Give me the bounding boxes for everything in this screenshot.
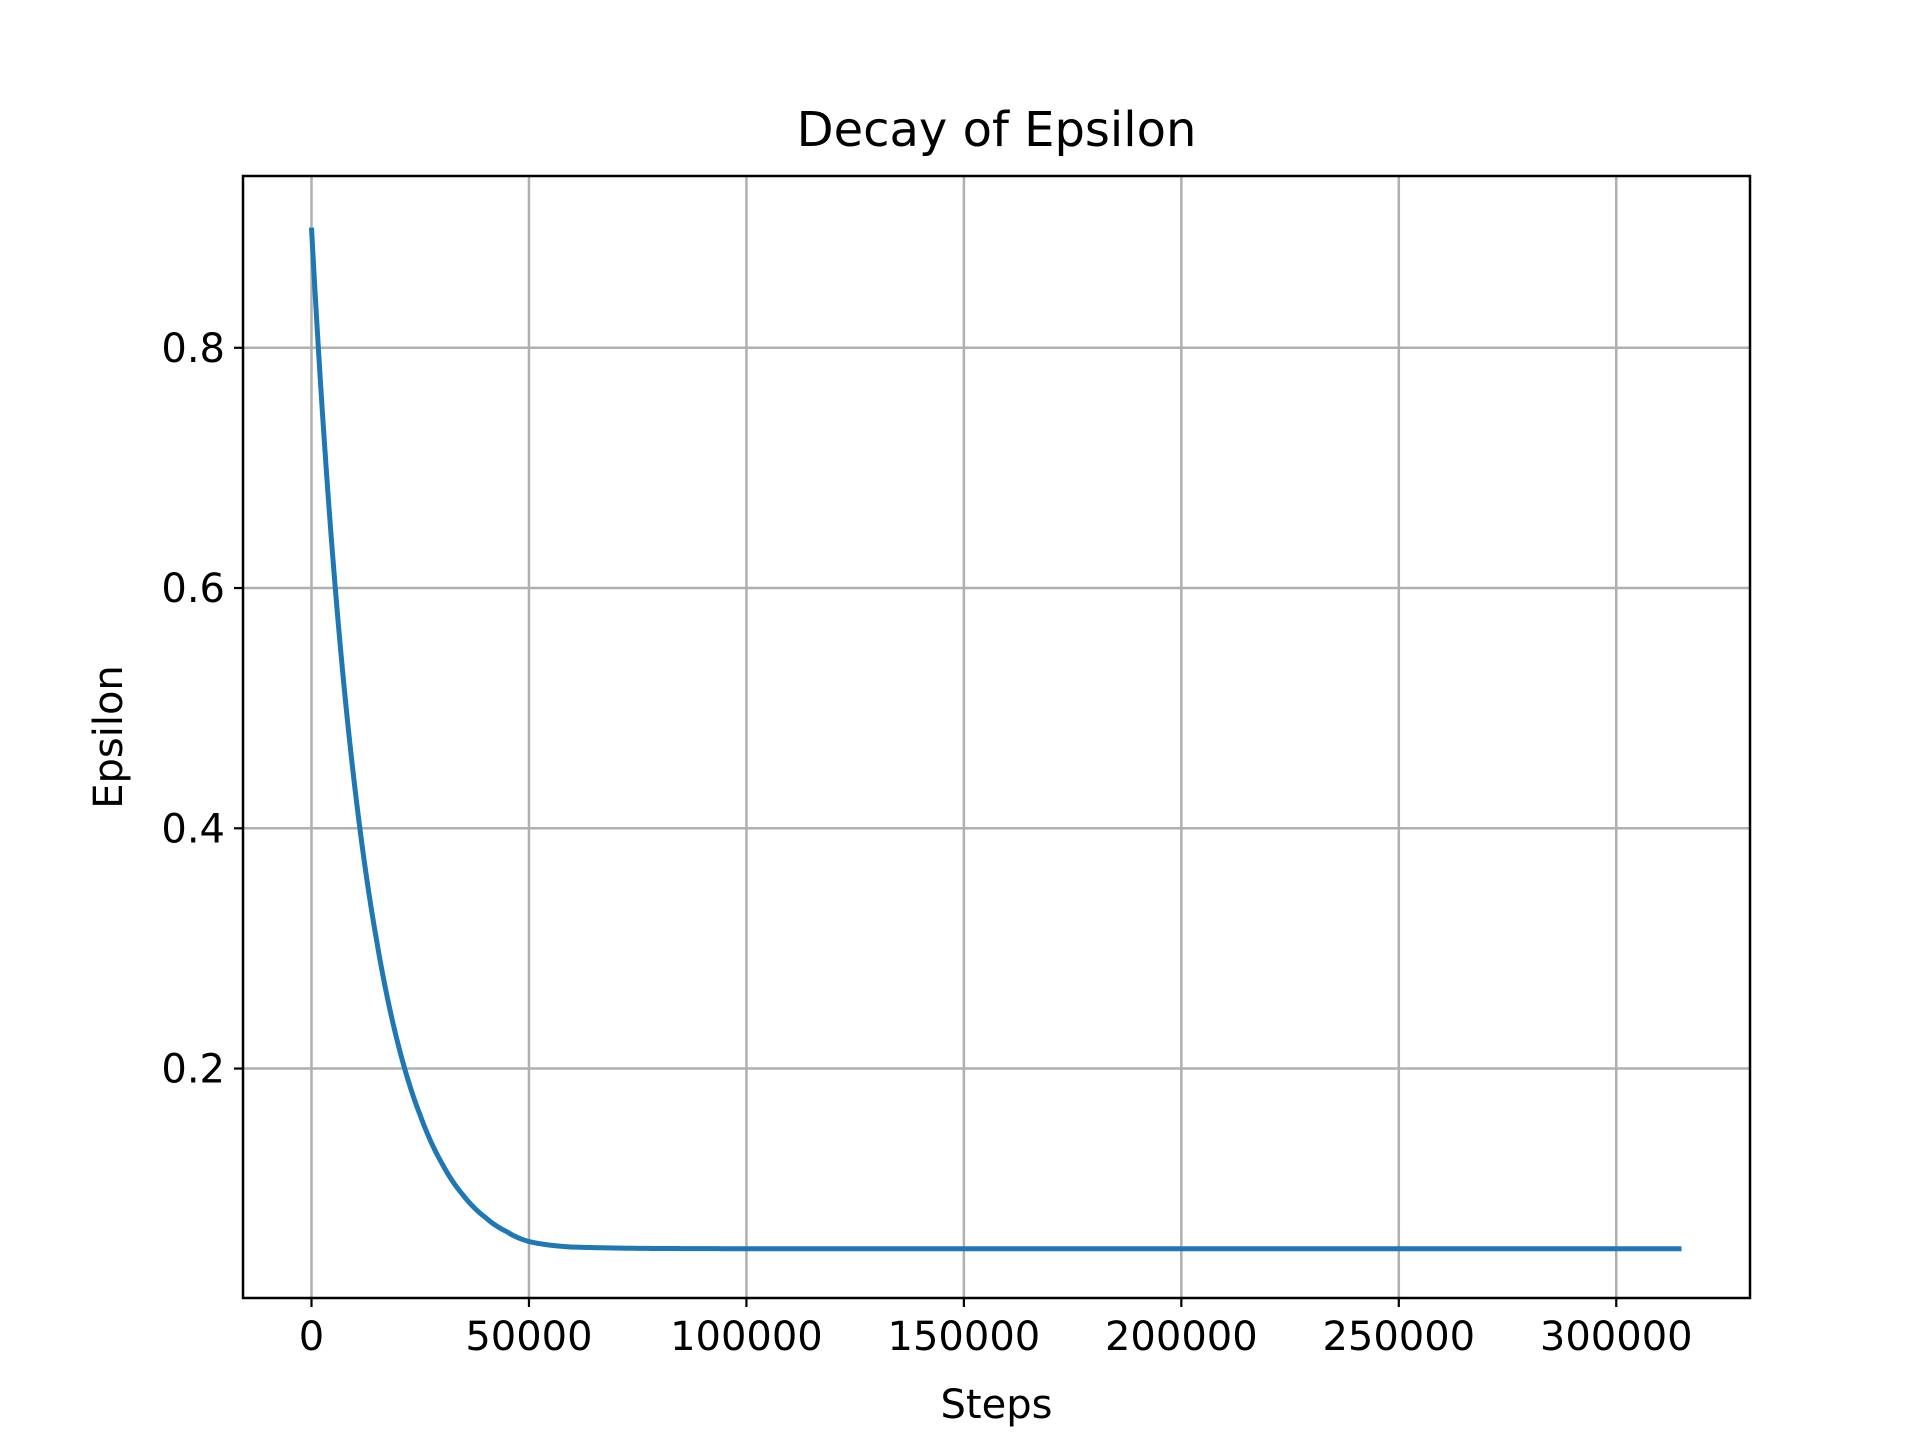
x-tick-label: 200000 <box>1105 1314 1258 1360</box>
y-tick-label: 0.2 <box>161 1047 225 1093</box>
x-axis-label: Steps <box>941 1382 1053 1428</box>
grid-lines <box>243 176 1750 1298</box>
plot-frame <box>241 174 1752 1300</box>
y-tick-label: 0.8 <box>161 326 225 372</box>
y-tick-label: 0.4 <box>161 806 225 852</box>
x-tick-label: 0 <box>299 1314 324 1360</box>
x-tick-label: 50000 <box>465 1314 592 1360</box>
y-axis-label: Epsilon <box>86 665 132 809</box>
series-layer <box>309 227 1682 1252</box>
chart-title: Decay of Epsilon <box>797 102 1197 158</box>
axis-ticks: 0 50000 100000 150000 200000 250000 300000 0.2 0… <box>161 326 1692 1360</box>
x-tick-label: 250000 <box>1322 1314 1475 1360</box>
x-tick-label: 100000 <box>670 1314 823 1360</box>
series-line <box>309 227 1682 1252</box>
x-tick-label: 300000 <box>1540 1314 1693 1360</box>
x-tick-label: 150000 <box>888 1314 1041 1360</box>
y-tick-label: 0.6 <box>161 566 225 612</box>
